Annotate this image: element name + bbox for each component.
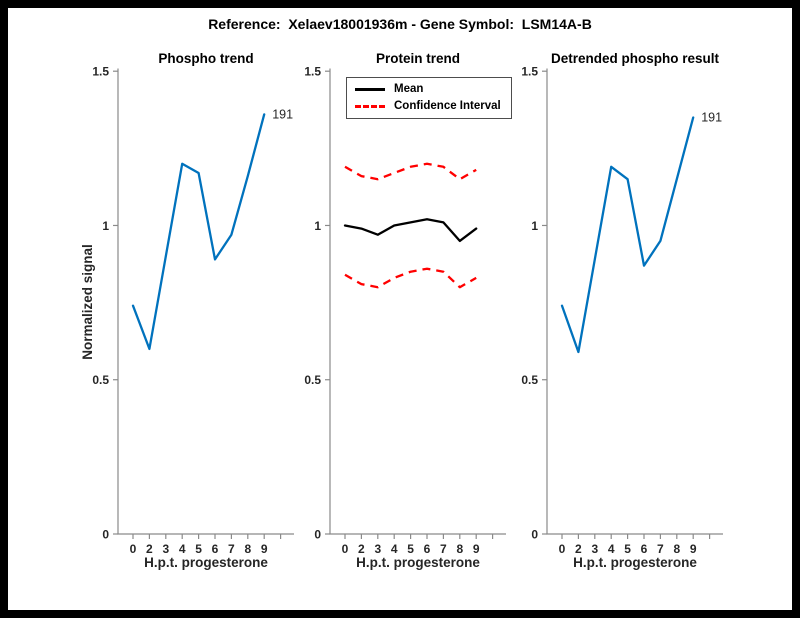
series-phospho bbox=[131, 113, 266, 351]
x-tick-label: 6 bbox=[641, 542, 648, 556]
confidence-interval-swatch bbox=[355, 105, 385, 108]
x-tick-label: 5 bbox=[407, 542, 414, 556]
y-tick-label: 1.5 bbox=[304, 65, 321, 79]
x-tick-label: 7 bbox=[228, 542, 235, 556]
x-tick-label: 6 bbox=[424, 542, 431, 556]
y-tick-label: 0.5 bbox=[521, 373, 538, 387]
x-tick-label: 9 bbox=[690, 542, 697, 556]
x-tick-label: 5 bbox=[624, 542, 631, 556]
x-tick-label: 2 bbox=[358, 542, 365, 556]
subplot3-title: Detrended phospho result bbox=[550, 51, 719, 66]
legend-item-ci: Confidence Interval bbox=[355, 100, 501, 113]
series-ci-lower bbox=[344, 267, 477, 289]
x-tick-label: 2 bbox=[575, 542, 582, 556]
protein-trend-plot: 0 2 3 4 5 6 7 8 900.511.5 bbox=[304, 65, 506, 556]
x-tick-label: 5 bbox=[195, 542, 202, 556]
y-tick-label: 1.5 bbox=[521, 65, 538, 79]
series-end-label: 191 bbox=[701, 110, 722, 124]
x-tick-label: 9 bbox=[261, 542, 268, 556]
x-tick-label: 3 bbox=[162, 542, 169, 556]
mean-line-swatch bbox=[355, 88, 385, 91]
x-tick-label: 9 bbox=[473, 542, 480, 556]
y-tick-label: 1 bbox=[531, 219, 538, 233]
subplot3-xlabel: H.p.t. progesterone bbox=[573, 555, 697, 570]
x-tick-label: 3 bbox=[374, 542, 381, 556]
x-tick-label: 8 bbox=[244, 542, 251, 556]
legend-label-mean: Mean bbox=[394, 83, 424, 95]
y-tick-label: 1 bbox=[314, 219, 321, 233]
y-tick-label: 0 bbox=[314, 528, 321, 542]
series-detrended-phospho bbox=[560, 116, 695, 354]
axis-spines bbox=[117, 68, 294, 535]
x-tick-label: 4 bbox=[391, 542, 398, 556]
x-tick-label: 7 bbox=[440, 542, 447, 556]
x-tick-label: 7 bbox=[657, 542, 664, 556]
subplot2-xlabel: H.p.t. progesterone bbox=[356, 555, 480, 570]
x-tick-label: 4 bbox=[608, 542, 615, 556]
subplot2-title: Protein trend bbox=[375, 51, 460, 66]
x-tick-label: 0 bbox=[130, 542, 137, 556]
axis-spines bbox=[329, 68, 506, 535]
series-mean bbox=[343, 218, 478, 243]
series-end-label: 191 bbox=[272, 107, 293, 121]
x-tick-label: 4 bbox=[179, 542, 186, 556]
legend-box: Mean Confidence Interval bbox=[346, 77, 512, 119]
x-tick-label: 0 bbox=[559, 542, 566, 556]
y-tick-label: 0 bbox=[102, 528, 109, 542]
subplot1-xlabel: H.p.t. progesterone bbox=[144, 555, 268, 570]
y-tick-label: 1 bbox=[102, 219, 109, 233]
x-tick-label: 3 bbox=[591, 542, 598, 556]
x-tick-label: 0 bbox=[342, 542, 349, 556]
y-tick-label: 1.5 bbox=[92, 65, 109, 79]
figure-title: Reference: Xelaev18001936m - Gene Symbol… bbox=[208, 16, 592, 32]
x-tick-label: 6 bbox=[212, 542, 219, 556]
axis-spines bbox=[546, 68, 723, 535]
x-tick-label: 8 bbox=[456, 542, 463, 556]
x-tick-label: 2 bbox=[146, 542, 153, 556]
legend-item-mean: Mean bbox=[355, 83, 501, 96]
legend-label-ci: Confidence Interval bbox=[394, 100, 501, 112]
y-tick-label: 0 bbox=[531, 528, 538, 542]
x-tick-label: 8 bbox=[673, 542, 680, 556]
series-ci-upper bbox=[344, 162, 477, 181]
y-tick-label: 0.5 bbox=[304, 373, 321, 387]
subplot1-title: Phospho trend bbox=[158, 51, 254, 66]
y-tick-label: 0.5 bbox=[92, 373, 109, 387]
